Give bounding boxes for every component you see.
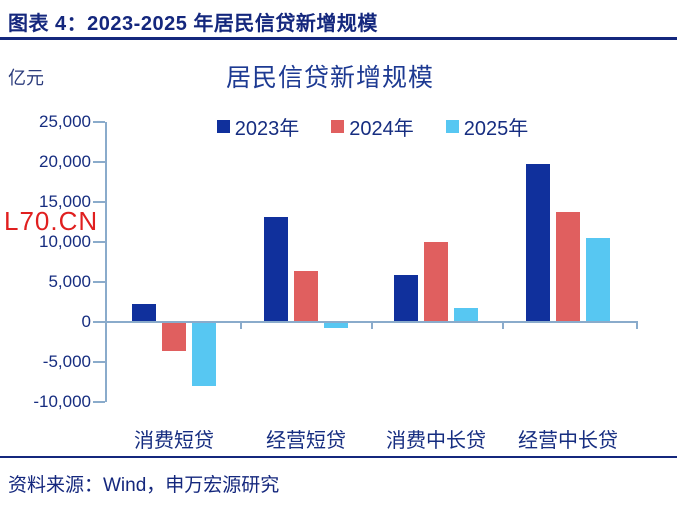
bar: [424, 242, 448, 322]
category-label: 消费中长贷: [386, 430, 486, 452]
bar: [162, 322, 186, 351]
header-divider: [0, 37, 677, 40]
x-axis-tick: [502, 323, 504, 329]
legend-item: 2024年: [331, 112, 414, 141]
y-axis-tick: [93, 401, 105, 403]
bar: [192, 322, 216, 386]
y-tick-label: 0: [81, 312, 91, 331]
y-tick-label: 10,000: [39, 232, 91, 251]
bar: [454, 308, 478, 322]
y-axis-tick: [93, 161, 105, 163]
category-label: 经营中长贷: [518, 430, 618, 452]
legend-item: 2025年: [445, 112, 529, 141]
category-label: 经营短贷: [266, 430, 346, 452]
y-axis-line: [105, 122, 107, 402]
legend-label: 2023年: [234, 117, 300, 140]
legend-label: 2024年: [349, 117, 414, 140]
y-tick-label: -10,000: [33, 392, 91, 411]
bar: [526, 164, 550, 322]
y-axis-tick: [93, 121, 105, 123]
legend-swatch-icon: [216, 119, 230, 133]
chart-legend: 2023年 2024年 2025年: [107, 112, 638, 141]
y-tick-label: 15,000: [39, 192, 91, 211]
y-axis-tick: [93, 361, 105, 363]
bar: [132, 304, 156, 322]
x-axis-line: [93, 321, 638, 323]
footer-divider: [0, 456, 677, 458]
bar: [394, 274, 418, 322]
watermark: L70.CN: [4, 206, 99, 236]
y-axis-tick: [93, 281, 105, 283]
category-label: 消费短贷: [134, 430, 214, 452]
legend-item: 2023年: [216, 112, 300, 141]
bar: [324, 322, 348, 329]
legend-label: 2025年: [463, 117, 529, 140]
bar: [264, 217, 288, 322]
x-axis-tick: [371, 323, 373, 329]
y-tick-label: -5,000: [42, 352, 91, 371]
y-axis-tick: [93, 241, 105, 243]
figure-title: 图表 4：2023-2025 年居民信贷新增规模: [8, 13, 378, 35]
y-tick-label: 25,000: [39, 112, 91, 131]
legend-swatch-icon: [445, 119, 459, 133]
y-tick-label: 20,000: [39, 152, 91, 171]
bar: [556, 212, 580, 322]
y-axis-tick: [93, 201, 105, 203]
y-axis-unit-label: 亿元: [8, 68, 44, 88]
chart-title: 居民信贷新增规模: [225, 64, 434, 92]
y-tick-label: 5,000: [48, 272, 91, 291]
bar: [294, 270, 318, 322]
legend-swatch-icon: [331, 119, 345, 133]
bar: [586, 238, 610, 322]
x-axis-tick: [636, 323, 638, 329]
source-note: 资料来源：Wind，申万宏源研究: [8, 475, 280, 496]
x-axis-tick: [240, 323, 242, 329]
